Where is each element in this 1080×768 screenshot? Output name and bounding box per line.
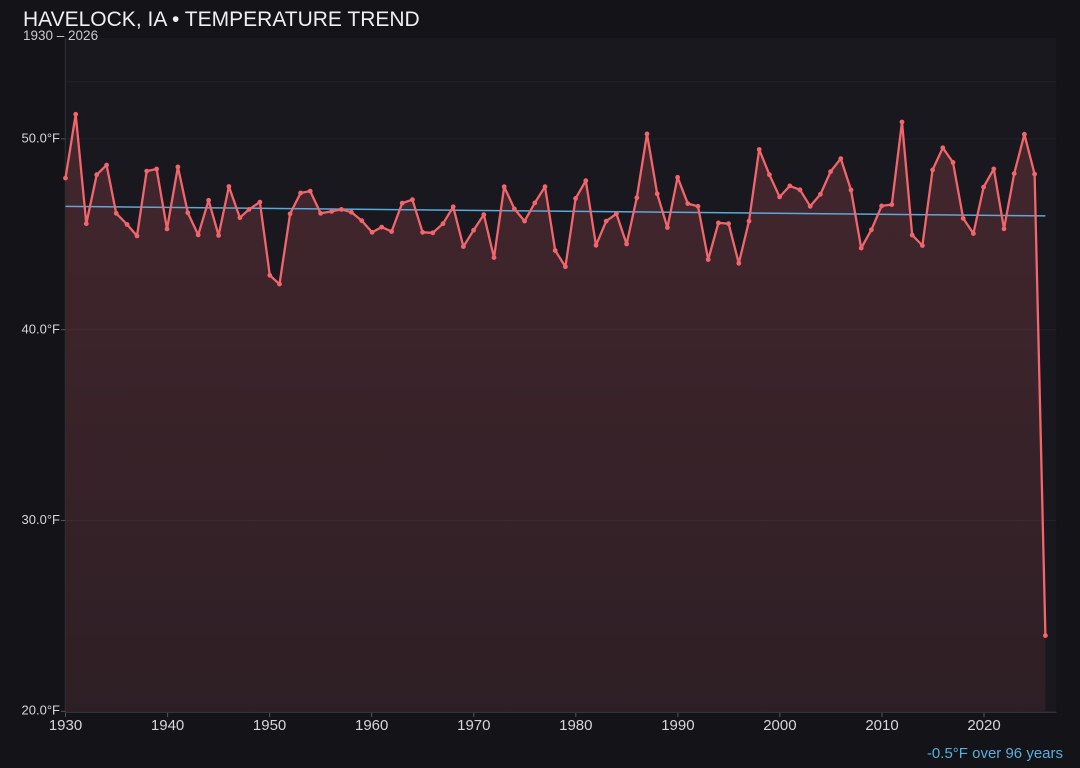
- svg-text:1930: 1930: [49, 717, 82, 734]
- svg-text:1980: 1980: [559, 717, 592, 734]
- svg-text:-0.5°F over 96 years: -0.5°F over 96 years: [927, 745, 1063, 762]
- svg-text:50.0°F: 50.0°F: [22, 131, 61, 146]
- svg-text:2010: 2010: [865, 717, 898, 734]
- svg-text:1990: 1990: [661, 717, 694, 734]
- svg-text:2020: 2020: [967, 717, 1000, 734]
- svg-text:1970: 1970: [457, 717, 490, 734]
- svg-text:30.0°F: 30.0°F: [22, 512, 61, 527]
- svg-text:1930 – 2026: 1930 – 2026: [23, 28, 98, 43]
- svg-text:1960: 1960: [355, 717, 388, 734]
- svg-text:1950: 1950: [253, 717, 286, 734]
- svg-text:1940: 1940: [151, 717, 184, 734]
- svg-text:40.0°F: 40.0°F: [22, 321, 61, 336]
- svg-text:HAVELOCK, IA • TEMPERATURE TRE: HAVELOCK, IA • TEMPERATURE TREND: [23, 8, 420, 31]
- svg-text:2000: 2000: [763, 717, 796, 734]
- svg-text:20.0°F: 20.0°F: [22, 703, 61, 718]
